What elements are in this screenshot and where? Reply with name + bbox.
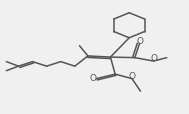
Text: O: O [129, 71, 136, 80]
Text: O: O [90, 73, 97, 82]
Text: O: O [137, 37, 144, 46]
Text: O: O [150, 54, 157, 63]
